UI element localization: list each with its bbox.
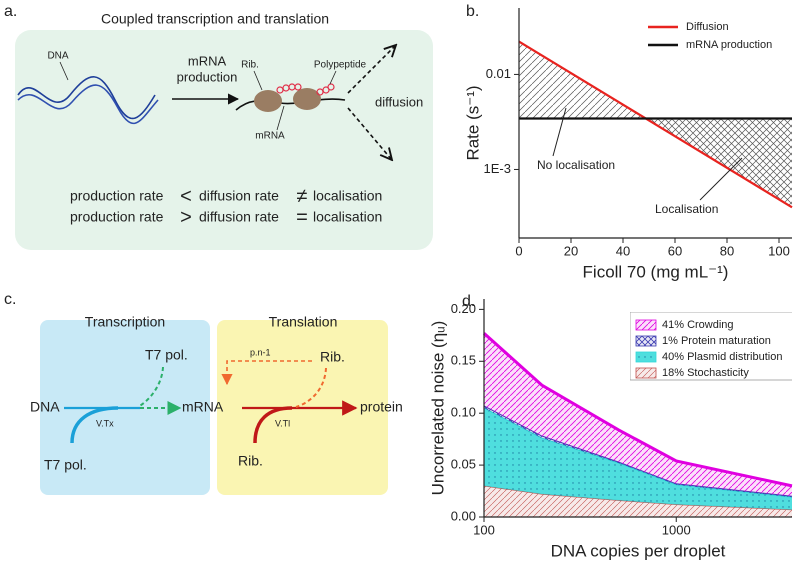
- legend-label: 18% Stochasticity: [662, 367, 749, 379]
- t7-label: T7 pol.: [145, 347, 188, 363]
- x-tick-label: 40: [616, 243, 630, 258]
- dna-strand: [17, 84, 159, 125]
- panel-label: d.: [462, 293, 475, 310]
- x-tick-label: 100: [473, 522, 495, 537]
- release-curve: [137, 366, 164, 408]
- y-tick-label: 0.10: [451, 405, 476, 420]
- panel-label: c.: [4, 291, 16, 308]
- ribosome: [293, 88, 321, 110]
- row-text: diffusion rate: [199, 188, 279, 204]
- row-text: localisation: [313, 188, 382, 204]
- rate-label: p.n-1: [250, 347, 271, 357]
- panel-label: a.: [4, 3, 17, 20]
- row-symbol: ≠: [297, 185, 308, 207]
- row-text: production rate: [70, 188, 164, 204]
- row-text: localisation: [313, 209, 382, 225]
- y-axis-label: Rate (s⁻¹): [463, 85, 482, 160]
- box-title: Transcription: [85, 314, 165, 330]
- feedback-arrow: [221, 360, 312, 386]
- binding-curve: [253, 406, 293, 444]
- area-segment: [484, 485, 792, 517]
- row-text: diffusion rate: [199, 209, 279, 225]
- area-segment: [484, 408, 792, 510]
- annotation: Localisation: [655, 202, 718, 216]
- series-line: [518, 40, 793, 209]
- arrow: [347, 45, 396, 94]
- pointer: [276, 105, 285, 131]
- y-tick-label: 0.01: [486, 66, 511, 81]
- rate-label: V.Tx: [96, 418, 114, 428]
- legend-label: 1% Protein maturation: [662, 335, 771, 347]
- legend-label: mRNA production: [686, 39, 772, 51]
- panel-c: Transcription Translation DNA T7 pol. T7…: [30, 314, 403, 495]
- annotation-pointer: [552, 107, 567, 157]
- rib-label: Rib.: [238, 453, 263, 469]
- y-tick-label: 0.05: [451, 457, 476, 472]
- polypeptide-label: Polypeptide: [314, 60, 367, 71]
- pointer: [253, 70, 263, 91]
- annotation: No localisation: [537, 158, 615, 172]
- rib-label: Rib.: [320, 349, 345, 365]
- x-axis-label: DNA copies per droplet: [551, 541, 726, 560]
- x-tick-label: 1000: [662, 522, 691, 537]
- arrow-label: production: [177, 69, 238, 84]
- dna-strand: [17, 76, 156, 120]
- t7-label: T7 pol.: [44, 457, 87, 473]
- legend-label: Diffusion: [686, 21, 729, 33]
- legend-label: 40% Plasmid distribution: [662, 351, 782, 363]
- legend-swatch: [635, 367, 657, 379]
- condition-row: production rate > diffusion rate = local…: [70, 206, 382, 228]
- condition-row: production rate < diffusion rate ≠ local…: [70, 185, 382, 207]
- dna-label: DNA: [30, 399, 60, 415]
- annotation-pointer: [699, 157, 743, 201]
- legend-swatch: [635, 351, 657, 363]
- x-tick-label: 0: [515, 243, 522, 258]
- x-tick-label: 20: [564, 243, 578, 258]
- protein-label: protein: [360, 399, 403, 415]
- row-symbol: <: [180, 185, 192, 207]
- row-symbol: =: [296, 206, 308, 228]
- legend-swatch: [635, 319, 657, 331]
- y-tick-label: 0.20: [451, 301, 476, 316]
- diagram-title: Coupled transcription and translation: [101, 11, 329, 27]
- y-axis-label: Uncorrelated noise (ηᵤ): [428, 321, 447, 496]
- arrow: [347, 107, 392, 160]
- mrna-label: mRNA: [182, 399, 224, 415]
- area-edge: [482, 332, 793, 488]
- x-tick-label: 60: [668, 243, 682, 258]
- row-text: production rate: [70, 209, 164, 225]
- y-tick-label: 1E-3: [484, 161, 511, 176]
- binding-curve: [70, 406, 119, 444]
- polypeptide: [276, 83, 335, 96]
- row-symbol: >: [180, 206, 192, 228]
- pointer: [329, 70, 337, 85]
- dna-label: DNA: [47, 51, 68, 62]
- mrna-label: mRNA: [255, 131, 285, 142]
- x-tick-label: 80: [720, 243, 734, 258]
- panel-a: Coupled transcription and translation DN…: [15, 11, 433, 250]
- panel-label: b.: [466, 3, 479, 20]
- ribosome: [254, 90, 282, 112]
- x-axis-label: Ficoll 70 (mg mL⁻¹): [583, 262, 729, 281]
- y-tick-label: 0.15: [451, 353, 476, 368]
- legend: 41% Crowding 1% Protein maturation 40% Pla…: [630, 312, 792, 381]
- y-tick-label: 0.00: [451, 508, 476, 523]
- rate-label: V.Tl: [275, 418, 290, 428]
- pointer: [59, 61, 69, 81]
- diffusion-label: diffusion: [375, 94, 423, 109]
- arrow-label: mRNA: [188, 53, 227, 68]
- legend-box: [630, 312, 792, 381]
- ribosome-label: Rib.: [241, 60, 259, 71]
- box-title: Translation: [269, 314, 338, 330]
- x-tick-label: 100: [768, 243, 790, 258]
- legend-swatch: [635, 335, 657, 347]
- legend-label: 41% Crowding: [662, 319, 734, 331]
